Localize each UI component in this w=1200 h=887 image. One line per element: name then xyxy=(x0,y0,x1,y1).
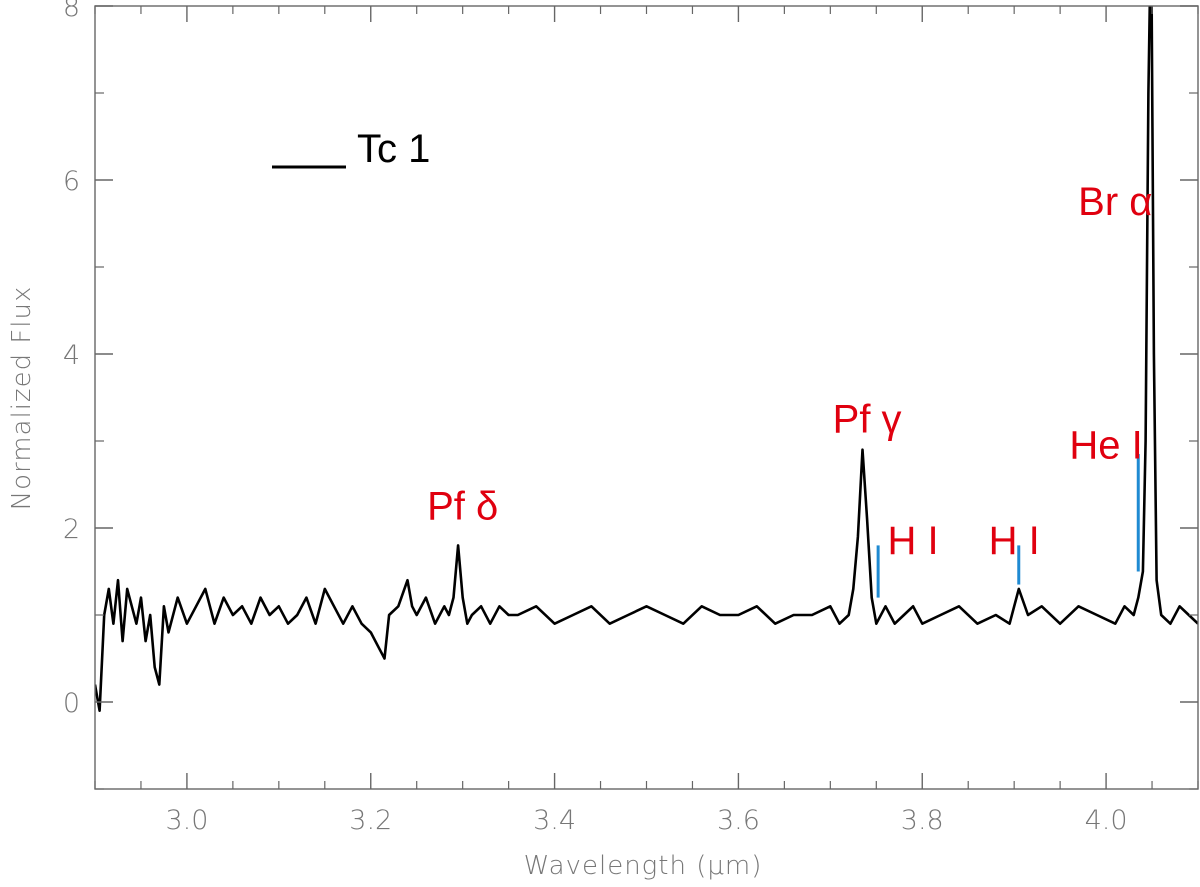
y-tick-label: 2 xyxy=(63,514,80,545)
x-tick-label: 4.0 xyxy=(1085,805,1128,836)
spectrum-line-0 xyxy=(95,6,1198,713)
x-tick-label: 3.0 xyxy=(165,805,208,836)
line-markers xyxy=(876,454,1140,598)
y-tick-label: 0 xyxy=(63,688,80,719)
axis-ticks: 3.0 3.2 3.4 3.6 3.8 4.0 0 2 4 6 8 xyxy=(63,0,1199,836)
annotations: Pf δ Pf γ H I H I He I Br α xyxy=(427,180,1152,563)
legend: Tc 1 xyxy=(272,127,430,171)
y-tick-label: 8 xyxy=(63,0,80,23)
line-annotation: He I xyxy=(1069,423,1142,467)
y-tick-label: 6 xyxy=(63,166,80,197)
x-tick-label: 3.2 xyxy=(349,805,392,836)
x-tick-label: 3.4 xyxy=(533,805,576,836)
x-axis-title: Wavelength (μm) xyxy=(524,851,763,881)
y-axis-title: Normalized Flux xyxy=(7,286,37,511)
line-annotation: Br α xyxy=(1078,180,1152,224)
y-tick-label: 4 xyxy=(63,340,80,371)
line-annotation: H I xyxy=(887,519,938,563)
plot-axes xyxy=(94,5,1199,790)
spectrum-series xyxy=(95,6,1198,713)
line-annotation: Pf γ xyxy=(833,397,902,441)
x-tick-label: 3.8 xyxy=(901,805,944,836)
line-annotation: Pf δ xyxy=(427,484,498,528)
line-annotation: H I xyxy=(989,519,1040,563)
plot-frame xyxy=(94,5,1199,790)
legend-label: Tc 1 xyxy=(357,127,430,171)
x-tick-label: 3.6 xyxy=(717,805,760,836)
